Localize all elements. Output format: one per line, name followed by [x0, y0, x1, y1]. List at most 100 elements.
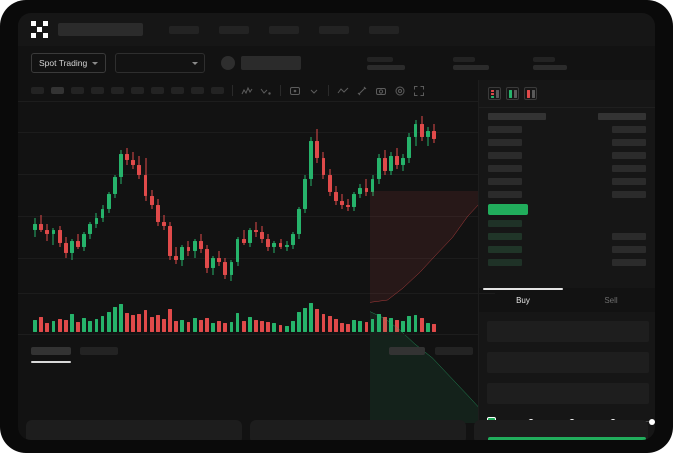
indicator-icon[interactable] — [241, 85, 253, 97]
nav-item-2[interactable] — [269, 25, 299, 34]
candle-body — [333, 192, 338, 201]
settings-icon[interactable] — [394, 85, 406, 97]
slider-stop-100[interactable] — [649, 418, 655, 425]
tab-buy[interactable]: Buy — [479, 288, 567, 312]
search-input[interactable] — [58, 23, 143, 36]
candle-wick — [52, 228, 54, 246]
volume-bar — [284, 325, 289, 332]
trading-pair-dropdown[interactable] — [115, 53, 206, 73]
candle-body — [241, 238, 246, 243]
timeframe-0[interactable] — [31, 87, 44, 94]
timeframe-8[interactable] — [191, 87, 204, 94]
footer-tab-0[interactable] — [31, 347, 71, 355]
order-field-total[interactable] — [487, 383, 649, 404]
candle — [315, 102, 320, 297]
submit-buy-button[interactable] — [488, 437, 646, 440]
nav-item-1[interactable] — [219, 25, 249, 34]
candle-body — [143, 175, 148, 197]
ask-row-price-4[interactable] — [488, 178, 522, 185]
bid-row-price-3[interactable] — [488, 259, 522, 266]
volume-bar — [229, 321, 234, 332]
market-subbar: Spot Trading — [18, 46, 655, 80]
order-book-panel — [478, 80, 655, 288]
magnet-icon[interactable] — [356, 85, 368, 97]
template-icon[interactable] — [289, 85, 301, 97]
footer-action-0[interactable] — [389, 347, 425, 355]
nav-item-3[interactable] — [319, 25, 349, 34]
candlestick-chart[interactable] — [18, 102, 495, 423]
market-type-dropdown[interactable]: Spot Trading — [31, 53, 107, 73]
volume-bar — [247, 317, 252, 332]
candle-body — [376, 158, 381, 180]
timeframe-7[interactable] — [171, 87, 184, 94]
candle — [352, 102, 357, 297]
candle — [370, 102, 375, 297]
bid-row-price-1[interactable] — [488, 233, 522, 240]
candle-body — [131, 160, 136, 165]
bid-row-price-0[interactable] — [488, 220, 522, 227]
candle — [180, 102, 185, 297]
ask-row-price-2[interactable] — [488, 152, 522, 159]
order-field-amount[interactable] — [487, 352, 649, 373]
candle-body — [278, 242, 283, 248]
volume-bar — [186, 321, 191, 332]
candle — [223, 102, 228, 297]
volume-bar — [309, 303, 314, 332]
candle-series — [18, 102, 495, 297]
candle-body — [106, 194, 111, 210]
orderbook-bids-icon[interactable] — [506, 87, 519, 100]
okx-logo[interactable] — [31, 21, 48, 38]
bottom-panel-2[interactable] — [474, 420, 648, 440]
orderbook-asks-icon[interactable] — [524, 87, 537, 100]
volume-bar — [82, 317, 87, 332]
timeframe-2[interactable] — [71, 87, 84, 94]
ask-row-price-0[interactable] — [488, 126, 522, 133]
footer-action-1[interactable] — [435, 347, 473, 355]
timeframe-5[interactable] — [131, 87, 144, 94]
candle-body — [407, 137, 412, 159]
timeframe-1[interactable] — [51, 87, 64, 94]
camera-icon[interactable] — [375, 85, 387, 97]
chevron-down-icon[interactable] — [308, 85, 320, 97]
bid-row-amount-3 — [612, 259, 646, 266]
fullscreen-icon[interactable] — [413, 85, 425, 97]
ask-row-amount-2 — [612, 152, 646, 159]
volume-bar — [425, 322, 430, 332]
volume-bar — [223, 323, 228, 332]
nav-item-0[interactable] — [169, 25, 199, 34]
timeframe-4[interactable] — [111, 87, 124, 94]
volume-bar — [51, 321, 56, 332]
timeframe-9[interactable] — [211, 87, 224, 94]
timeframe-6[interactable] — [151, 87, 164, 94]
candle — [432, 102, 436, 297]
footer-tab-1[interactable] — [80, 347, 118, 355]
volume-bar — [358, 321, 363, 332]
tab-sell[interactable]: Sell — [604, 295, 618, 305]
order-field-price[interactable] — [487, 321, 649, 342]
candle — [198, 102, 203, 297]
line-chart-icon[interactable] — [337, 85, 349, 97]
candle — [168, 102, 172, 297]
candle — [112, 102, 117, 297]
timeframe-3[interactable] — [91, 87, 104, 94]
bid-row-price-2[interactable] — [488, 246, 522, 253]
ask-row-price-3[interactable] — [488, 165, 522, 172]
bottom-panel-0[interactable] — [26, 420, 242, 440]
volume-bar — [63, 320, 68, 332]
volume-bar — [235, 313, 240, 332]
candle — [407, 102, 412, 297]
candle — [254, 102, 258, 297]
volume-bar — [112, 307, 117, 332]
volume-bar — [192, 318, 197, 332]
volume-bar — [217, 321, 222, 332]
ask-row-price-1[interactable] — [488, 139, 522, 146]
ask-row-price-5[interactable] — [488, 191, 522, 198]
nav-item-4[interactable] — [369, 25, 399, 34]
volume-bar — [401, 321, 406, 332]
compare-icon[interactable] — [260, 85, 272, 97]
bottom-panel-1[interactable] — [250, 420, 466, 440]
orderbook-both-icon[interactable] — [488, 87, 501, 100]
header-nav — [169, 25, 399, 34]
ask-row-amount-0 — [612, 126, 646, 133]
candle-body — [112, 177, 117, 195]
